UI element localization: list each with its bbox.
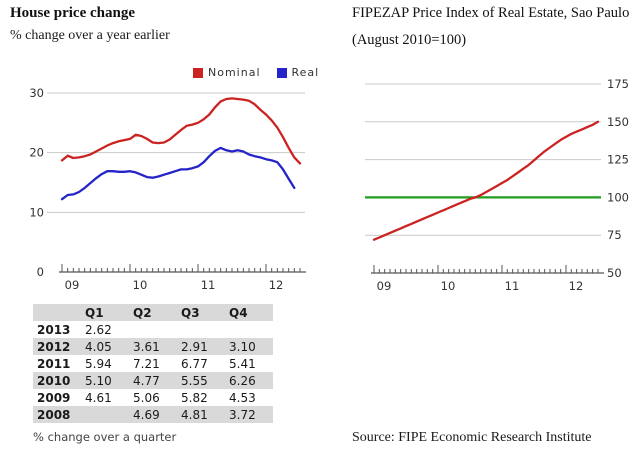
table-corner-cell bbox=[33, 304, 81, 321]
y-axis-label: 75 bbox=[607, 228, 622, 242]
table-year-cell: 2008 bbox=[37, 407, 71, 422]
table-col-header: Q1 bbox=[85, 305, 104, 320]
y-axis-label: 150 bbox=[607, 115, 629, 129]
table-value-cell: 4.05 bbox=[85, 339, 112, 354]
table-year-cell: 2010 bbox=[37, 373, 71, 388]
table-col-header: Q4 bbox=[229, 305, 248, 320]
table-value-cell: 5.82 bbox=[181, 390, 208, 405]
quarterly-table: Q1 Q2 Q3 Q4 2013 2.62 2012 4.05 3.61 2.91 3.10 2011… bbox=[33, 304, 273, 423]
x-axis-label: 11 bbox=[201, 278, 216, 292]
legend-item-real: Real bbox=[276, 66, 320, 79]
table-col-header: Q3 bbox=[181, 305, 200, 320]
x-axis-label: 10 bbox=[133, 278, 148, 292]
x-axis-label: 12 bbox=[569, 279, 584, 293]
series-line-real bbox=[60, 146, 296, 201]
table-year-cell: 2013 bbox=[37, 322, 71, 337]
table-col-header: Q2 bbox=[133, 305, 152, 320]
y-axis-label: 100 bbox=[607, 190, 629, 204]
table-value-cell bbox=[177, 321, 225, 338]
nominal-swatch-icon bbox=[193, 67, 203, 78]
y-axis-label: 175 bbox=[607, 77, 629, 91]
x-axis-label: 10 bbox=[441, 279, 456, 293]
table-value-cell: 2.91 bbox=[181, 339, 208, 354]
table-value-cell: 4.81 bbox=[181, 407, 208, 422]
x-axis-label: 11 bbox=[505, 279, 520, 293]
table-value-cell bbox=[225, 321, 273, 338]
table-value-cell: 4.61 bbox=[85, 390, 112, 405]
real-swatch-icon bbox=[276, 67, 287, 78]
y-axis-label: 0 bbox=[37, 265, 44, 279]
legend-item-nominal: Nominal bbox=[193, 66, 261, 79]
table-value-cell: 6.77 bbox=[181, 356, 208, 371]
y-axis-label: 50 bbox=[607, 266, 622, 280]
table-row: 2008 4.69 4.81 3.72 bbox=[33, 406, 273, 423]
table-value-cell: 5.10 bbox=[85, 373, 112, 388]
source-line: Source: FIPE Economic Research Institute bbox=[352, 430, 592, 445]
table-value-cell: 3.10 bbox=[229, 339, 256, 354]
legend-label-real: Real bbox=[291, 66, 320, 79]
table-value-cell: 7.21 bbox=[133, 356, 160, 371]
series-line-nominal bbox=[60, 97, 302, 165]
y-axis-label: 20 bbox=[29, 146, 44, 160]
table-value-cell: 5.41 bbox=[229, 356, 256, 371]
table-row: 2011 5.94 7.21 6.77 5.41 bbox=[33, 355, 273, 372]
legend: Nominal Real bbox=[193, 66, 319, 79]
x-axis-label: 12 bbox=[269, 278, 284, 292]
table-header-row: Q1 Q2 Q3 Q4 bbox=[33, 304, 273, 321]
table-value-cell: 3.72 bbox=[229, 407, 256, 422]
table-row: 2009 4.61 5.06 5.82 4.53 bbox=[33, 389, 273, 406]
y-axis-label: 30 bbox=[29, 86, 44, 100]
legend-label-nominal: Nominal bbox=[208, 66, 261, 79]
x-axis-label: 09 bbox=[377, 279, 392, 293]
table-year-cell: 2009 bbox=[37, 390, 71, 405]
table-value-cell bbox=[129, 321, 177, 338]
table-row: 2012 4.05 3.61 2.91 3.10 bbox=[33, 338, 273, 355]
house-price-line-chart: 09 10 11 12 0 10 20 30 bbox=[29, 86, 307, 292]
table-value-cell: 5.06 bbox=[133, 390, 160, 405]
table-value-cell: 5.94 bbox=[85, 356, 112, 371]
x-axis-label: 09 bbox=[65, 278, 80, 292]
left-chart-subtitle: % change over a year earlier bbox=[10, 28, 170, 43]
table-value-cell: 4.53 bbox=[229, 390, 256, 405]
table-value-cell: 4.77 bbox=[133, 373, 160, 388]
table-value-cell: 4.69 bbox=[133, 407, 160, 422]
table-value-cell: 3.61 bbox=[133, 339, 160, 354]
table-value-cell: 5.55 bbox=[181, 373, 208, 388]
table-row: 2010 5.10 4.77 5.55 6.26 bbox=[33, 372, 273, 389]
series-line-fipezap-price-index bbox=[372, 120, 600, 241]
right-chart-subtitle: (August 2010=100) bbox=[352, 32, 467, 48]
table-value-cell bbox=[81, 406, 129, 423]
table-year-cell: 2011 bbox=[37, 356, 71, 371]
table-footnote: % change over a quarter bbox=[33, 430, 177, 444]
table-year-cell: 2012 bbox=[37, 339, 71, 354]
right-chart-title: FIPEZAP Price Index of Real Estate, Sao … bbox=[352, 5, 630, 21]
table-value-cell: 6.26 bbox=[229, 373, 256, 388]
y-axis-label: 125 bbox=[607, 153, 629, 167]
y-axis-label: 10 bbox=[29, 205, 44, 219]
fipezap-index-line-chart: 09 10 11 12 50 75 100 125 150 175 bbox=[365, 77, 629, 293]
table-value-cell: 2.62 bbox=[85, 322, 112, 337]
left-chart-title: House price change bbox=[10, 5, 135, 21]
table-row: 2013 2.62 bbox=[33, 321, 273, 338]
